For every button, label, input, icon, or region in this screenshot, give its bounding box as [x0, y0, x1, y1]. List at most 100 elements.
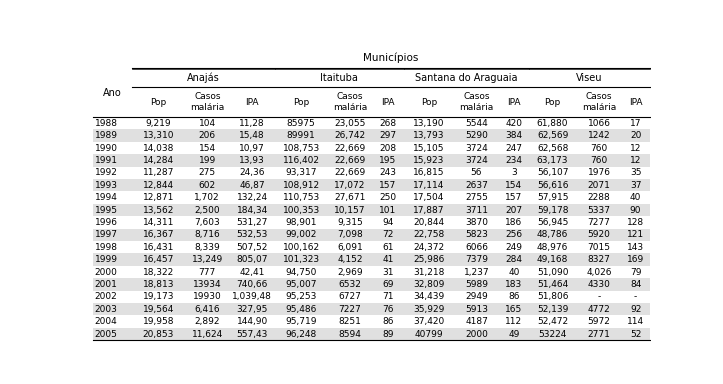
- Text: 507,52: 507,52: [236, 243, 268, 252]
- Text: 207: 207: [505, 205, 522, 215]
- Text: 256: 256: [505, 230, 522, 239]
- Text: 99,002: 99,002: [286, 230, 317, 239]
- Text: 268: 268: [380, 119, 397, 128]
- Bar: [93, 179, 649, 192]
- Text: 247: 247: [505, 144, 522, 152]
- Text: 16,457: 16,457: [142, 255, 174, 264]
- Text: 26,742: 26,742: [335, 131, 366, 140]
- Text: 95,007: 95,007: [286, 280, 317, 289]
- Text: 284: 284: [505, 255, 522, 264]
- Text: 7,603: 7,603: [194, 218, 220, 227]
- Text: 169: 169: [627, 255, 644, 264]
- Text: 79: 79: [630, 268, 641, 276]
- Text: 7277: 7277: [588, 218, 611, 227]
- Text: 1998: 1998: [95, 243, 118, 252]
- Text: 7015: 7015: [588, 243, 611, 252]
- Text: 94: 94: [382, 218, 394, 227]
- Text: 92: 92: [630, 305, 641, 314]
- Text: 8,716: 8,716: [194, 230, 220, 239]
- Text: 19,564: 19,564: [142, 305, 174, 314]
- Text: 8251: 8251: [338, 317, 362, 326]
- Text: 157: 157: [505, 193, 523, 202]
- Text: 327,95: 327,95: [236, 305, 268, 314]
- Text: 9,219: 9,219: [145, 119, 171, 128]
- Text: 13,93: 13,93: [239, 156, 265, 165]
- Text: 35: 35: [630, 168, 641, 177]
- Text: 165: 165: [505, 305, 523, 314]
- Text: 20: 20: [630, 131, 641, 140]
- Text: 1997: 1997: [95, 230, 118, 239]
- Bar: [93, 303, 649, 316]
- Text: 19930: 19930: [193, 292, 222, 301]
- Text: 2637: 2637: [465, 181, 488, 190]
- Text: 96,248: 96,248: [286, 329, 317, 339]
- Text: 5989: 5989: [465, 280, 488, 289]
- Text: 100,162: 100,162: [283, 243, 320, 252]
- Bar: [93, 278, 649, 291]
- Text: 208: 208: [380, 144, 397, 152]
- Text: 49: 49: [508, 329, 519, 339]
- Text: 31,218: 31,218: [413, 268, 445, 276]
- Text: 12,844: 12,844: [143, 181, 174, 190]
- Text: 420: 420: [505, 119, 522, 128]
- Text: 1996: 1996: [95, 218, 118, 227]
- Text: 22,669: 22,669: [335, 168, 366, 177]
- Text: 2755: 2755: [465, 193, 488, 202]
- Text: 34,439: 34,439: [413, 292, 445, 301]
- Text: 199: 199: [199, 156, 216, 165]
- Text: 100,353: 100,353: [283, 205, 320, 215]
- Text: -: -: [634, 292, 637, 301]
- Text: 52: 52: [630, 329, 641, 339]
- Text: 61: 61: [382, 243, 394, 252]
- Text: 84: 84: [630, 280, 641, 289]
- Text: Pop: Pop: [421, 98, 437, 107]
- Text: 1991: 1991: [95, 156, 118, 165]
- Text: 1995: 1995: [95, 205, 118, 215]
- Text: 116,402: 116,402: [283, 156, 320, 165]
- Text: 61,880: 61,880: [536, 119, 568, 128]
- Text: 740,66: 740,66: [236, 280, 268, 289]
- Text: 95,486: 95,486: [286, 305, 317, 314]
- Text: 13934: 13934: [193, 280, 221, 289]
- Text: 5913: 5913: [465, 305, 488, 314]
- Text: 2,969: 2,969: [337, 268, 363, 276]
- Text: 602: 602: [199, 181, 215, 190]
- Text: 76: 76: [382, 305, 394, 314]
- Text: 14,284: 14,284: [143, 156, 174, 165]
- Text: 22,669: 22,669: [335, 156, 366, 165]
- Text: 1989: 1989: [95, 131, 118, 140]
- Text: 184,34: 184,34: [236, 205, 268, 215]
- Bar: [93, 228, 649, 241]
- Text: 275: 275: [199, 168, 215, 177]
- Bar: [93, 129, 649, 142]
- Text: 1999: 1999: [95, 255, 118, 264]
- Text: 11,287: 11,287: [142, 168, 174, 177]
- Text: 48,976: 48,976: [537, 243, 568, 252]
- Text: 1242: 1242: [588, 131, 610, 140]
- Text: 14,038: 14,038: [142, 144, 174, 152]
- Text: 22,758: 22,758: [413, 230, 445, 239]
- Text: 3724: 3724: [465, 156, 488, 165]
- Text: 2771: 2771: [588, 329, 611, 339]
- Text: 5544: 5544: [465, 119, 488, 128]
- Text: 72: 72: [382, 230, 394, 239]
- Text: 6727: 6727: [338, 292, 362, 301]
- Text: 90: 90: [630, 205, 641, 215]
- Text: Municípios: Municípios: [363, 53, 419, 63]
- Text: 10,157: 10,157: [334, 205, 366, 215]
- Text: 195: 195: [380, 156, 397, 165]
- Text: 5337: 5337: [588, 205, 611, 215]
- Text: 6066: 6066: [465, 243, 488, 252]
- Bar: [93, 154, 649, 167]
- Text: 18,322: 18,322: [142, 268, 174, 276]
- Text: 805,07: 805,07: [236, 255, 268, 264]
- Text: 5823: 5823: [465, 230, 488, 239]
- Text: IPA: IPA: [507, 98, 521, 107]
- Text: 1994: 1994: [95, 193, 118, 202]
- Text: 16,815: 16,815: [413, 168, 445, 177]
- Text: 9,315: 9,315: [337, 218, 363, 227]
- Text: 384: 384: [505, 131, 522, 140]
- Text: 13,793: 13,793: [413, 131, 445, 140]
- Text: 2,500: 2,500: [194, 205, 220, 215]
- Text: 56: 56: [471, 168, 482, 177]
